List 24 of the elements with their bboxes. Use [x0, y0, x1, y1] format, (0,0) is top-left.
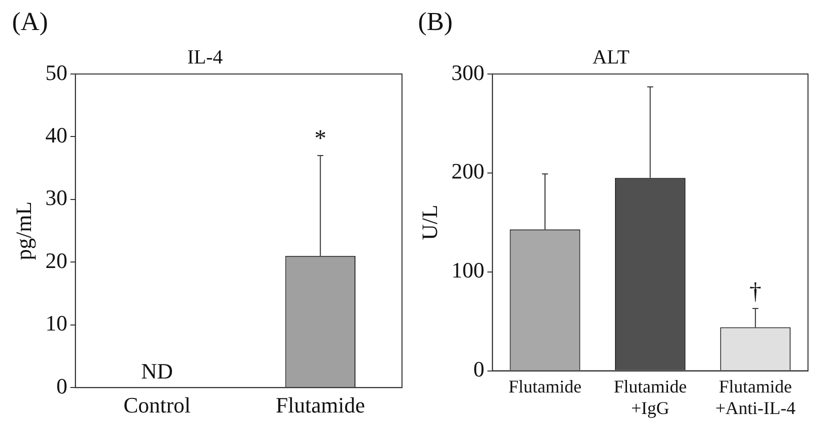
x-tick-label: Control: [123, 392, 191, 418]
text: ND: [141, 358, 173, 384]
y-axis-title: pg/mL: [10, 201, 36, 260]
y-tick-label: 0: [56, 373, 68, 398]
x-tick-label: Flutamide +Anti-IL-4: [715, 376, 796, 418]
chart-title: ALT: [592, 46, 630, 68]
y-tick-label: 20: [45, 248, 68, 273]
y-tick-label: 200: [451, 158, 484, 184]
y-tick-label: 300: [451, 60, 484, 85]
annotation: †: [749, 278, 762, 305]
x-tick-label: Flutamide +IgG: [614, 376, 687, 418]
y-tick-label: 10: [45, 310, 68, 336]
annotation: *: [314, 126, 326, 152]
y-axis-title: U/L: [416, 204, 442, 240]
y-tick-label: 30: [45, 185, 68, 210]
chart-title: IL-4: [187, 46, 223, 68]
text: (B): [418, 6, 453, 36]
y-tick-label: 40: [45, 122, 68, 148]
x-tick-label: Flutamide: [508, 376, 582, 396]
y-tick-label: 50: [45, 60, 68, 85]
x-tick-label: Flutamide: [276, 392, 365, 418]
y-tick-label: 0: [473, 356, 484, 382]
text: (A): [12, 6, 48, 36]
y-tick-label: 100: [451, 258, 484, 283]
